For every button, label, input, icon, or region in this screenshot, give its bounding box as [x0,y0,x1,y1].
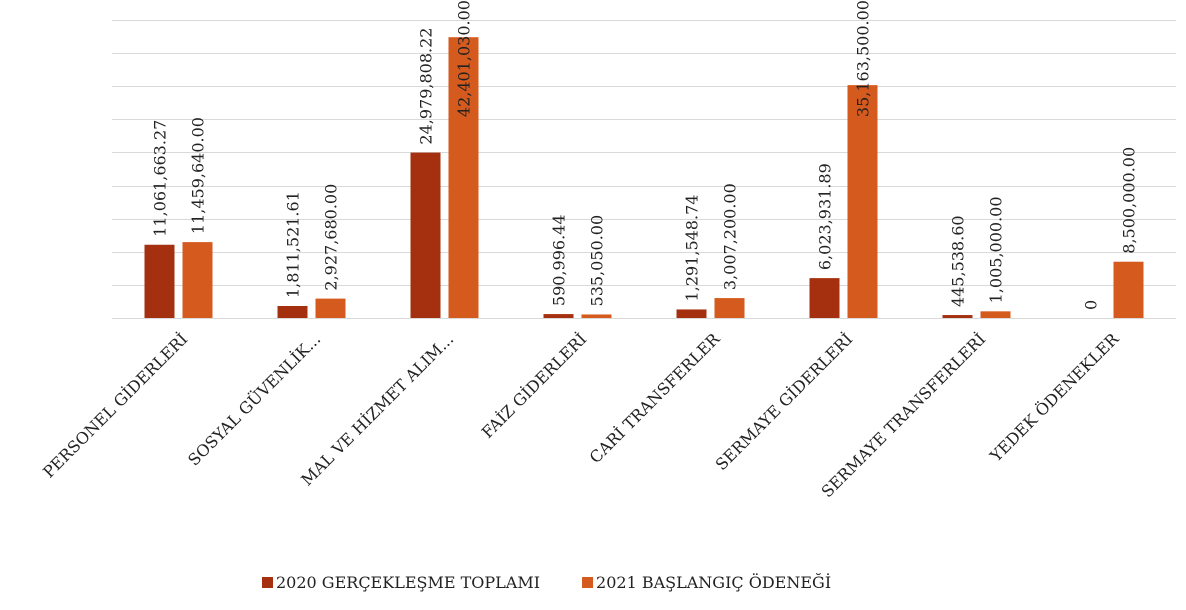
bar [543,314,574,318]
x-tick-label: CARİ TRANSFERLER [585,328,724,467]
bar [448,37,479,318]
data-label: 11,459,640.00 [189,117,208,234]
x-tick-label: YEDEK ÖDENEKLER [985,328,1123,466]
x-tick-label: SERMAYE GİDERLERİ [711,329,856,474]
bar [410,152,441,318]
bar [144,244,175,318]
data-label: 35,163,500.00 [854,0,873,117]
data-label: 3,007,200.00 [721,183,740,290]
bar [277,306,308,318]
legend-label: 2021 BAŞLANGIÇ ÖDENEĞİ [596,572,831,592]
data-label: 1,005,000.00 [987,196,1006,303]
x-tick-label: FAİZ GİDERLERİ [477,329,590,442]
data-label: 24,979,808.22 [417,28,436,145]
bar [980,311,1011,318]
data-label: 535,050.00 [588,215,607,307]
bar [182,242,213,318]
data-label: 8,500,000.00 [1120,147,1139,254]
bar [847,85,878,318]
data-label: 1,811,521.61 [284,191,303,298]
data-label: 11,061,663.27 [151,120,170,237]
bar [942,315,973,318]
x-tick-label: SOSYAL GÜVENLİK... [183,329,324,470]
data-label: 445,538.60 [949,215,968,307]
bar [714,298,745,318]
data-label: 1,291,548.74 [683,195,702,302]
bar [315,298,346,318]
data-label: 6,023,931.89 [816,163,835,270]
data-label: 2,927,680.00 [322,184,341,291]
x-tick-label: PERSONEL GİDERLERİ [38,329,191,482]
legend-swatch [582,577,594,588]
legend-swatch [262,577,273,588]
bar [581,314,612,318]
x-tick-label: MAL VE HİZMET ALIM... [297,329,458,490]
data-label: 42,401,030.00 [455,0,474,117]
legend-label: 2020 GERÇEKLEŞME TOPLAMI [276,573,540,592]
data-label: 590,996.44 [550,214,569,306]
data-label: 0 [1082,300,1101,310]
bar [676,309,707,318]
bar [1113,261,1144,318]
bar [809,278,840,318]
